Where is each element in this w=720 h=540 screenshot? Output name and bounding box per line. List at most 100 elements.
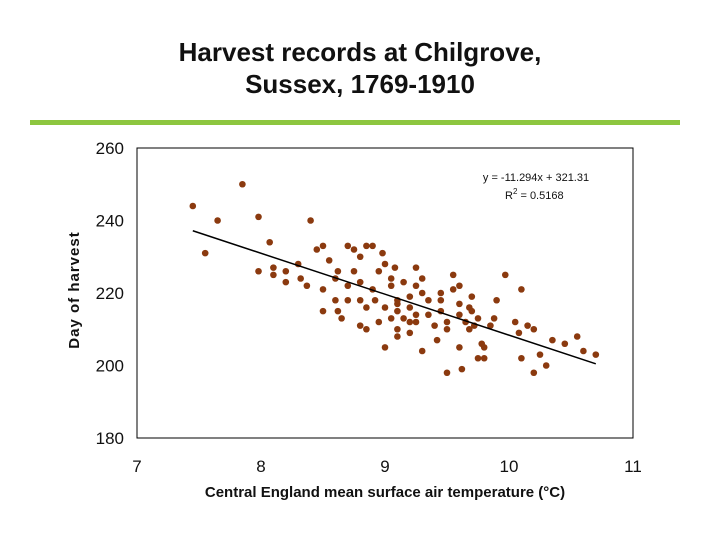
data-point — [480, 354, 488, 362]
data-point — [412, 264, 420, 271]
data-point — [443, 318, 451, 326]
data-point — [344, 242, 352, 250]
data-point — [338, 315, 345, 322]
data-point — [334, 307, 342, 315]
y-tick-label: 180 — [96, 429, 124, 448]
data-point — [189, 202, 197, 210]
data-point — [443, 325, 451, 333]
data-point — [437, 296, 445, 304]
data-point — [344, 296, 352, 304]
data-point — [573, 333, 581, 340]
data-point — [334, 267, 342, 275]
x-tick-label: 9 — [380, 457, 389, 476]
data-point — [542, 362, 550, 369]
data-point — [363, 325, 370, 333]
data-point — [418, 289, 426, 297]
data-point — [466, 325, 473, 333]
data-point — [456, 282, 463, 290]
data-point — [425, 296, 432, 304]
y-tick-label: 220 — [96, 284, 124, 303]
data-point — [239, 180, 246, 188]
data-point — [530, 325, 538, 333]
data-point — [406, 304, 414, 311]
data-point — [456, 311, 463, 319]
data-point — [356, 253, 364, 261]
data-point — [518, 354, 525, 362]
data-point — [431, 322, 438, 329]
data-point — [319, 307, 327, 315]
data-point — [549, 336, 556, 344]
regression-equation: y = -11.294x + 321.31 — [483, 172, 589, 184]
data-point — [536, 351, 544, 358]
x-tick-label: 11 — [624, 457, 642, 476]
data-point — [480, 344, 488, 351]
data-point — [266, 238, 273, 246]
data-point — [524, 322, 531, 329]
data-point — [437, 289, 445, 297]
data-point — [356, 322, 364, 329]
r-squared-r: R — [505, 190, 513, 202]
data-point — [418, 347, 426, 355]
data-point — [356, 278, 364, 286]
data-point — [418, 275, 426, 282]
data-point — [350, 246, 358, 253]
data-point — [412, 282, 420, 290]
data-point — [458, 365, 466, 373]
slide-title: Harvest records at Chilgrove, Sussex, 17… — [0, 36, 720, 100]
data-point — [412, 318, 420, 326]
data-point — [313, 246, 321, 253]
data-point — [363, 304, 370, 311]
x-axis-label: Central England mean surface air tempera… — [205, 484, 565, 501]
data-point — [255, 213, 262, 221]
data-point — [381, 304, 389, 311]
data-point — [515, 329, 523, 337]
data-point — [443, 369, 451, 377]
data-point — [433, 336, 441, 344]
data-point — [394, 307, 401, 315]
data-point — [371, 296, 379, 304]
data-point — [332, 296, 339, 304]
data-point — [474, 354, 482, 362]
data-point — [561, 340, 569, 348]
data-point — [391, 264, 399, 271]
data-point — [493, 296, 500, 304]
trendline — [192, 230, 597, 365]
data-point — [518, 286, 525, 293]
data-point — [406, 329, 414, 337]
data-point — [456, 300, 463, 308]
data-point — [406, 318, 414, 326]
data-point — [214, 217, 221, 224]
data-point — [530, 369, 538, 377]
data-point — [270, 271, 277, 279]
y-tick-label: 260 — [96, 139, 124, 158]
data-point — [394, 325, 401, 333]
r-squared-value: = 0.5168 — [517, 190, 563, 202]
y-tick-label: 240 — [96, 212, 124, 231]
data-point — [356, 296, 364, 304]
data-point — [449, 286, 457, 293]
plot-area-frame — [136, 147, 634, 439]
data-point — [487, 322, 494, 329]
data-point — [363, 242, 370, 250]
data-point — [456, 344, 463, 351]
slide-title-line2: Sussex, 1769-1910 — [245, 69, 475, 99]
data-point — [425, 311, 432, 319]
data-point — [307, 217, 314, 224]
data-point — [387, 275, 395, 282]
data-point — [350, 267, 358, 275]
data-point — [369, 242, 376, 250]
y-axis-label: Day of harvest — [66, 231, 83, 348]
data-point — [379, 249, 386, 257]
data-point — [387, 315, 395, 322]
data-point — [201, 249, 209, 257]
data-point — [474, 315, 482, 322]
data-point — [412, 311, 420, 319]
x-tick-label: 7 — [132, 457, 141, 476]
data-point — [325, 257, 333, 264]
title-divider — [30, 120, 680, 125]
data-point — [375, 318, 383, 326]
data-point — [406, 293, 414, 300]
r-squared-sup: 2 — [513, 187, 518, 196]
slide-title-line1: Harvest records at Chilgrove, — [178, 37, 542, 67]
data-point — [319, 286, 327, 293]
